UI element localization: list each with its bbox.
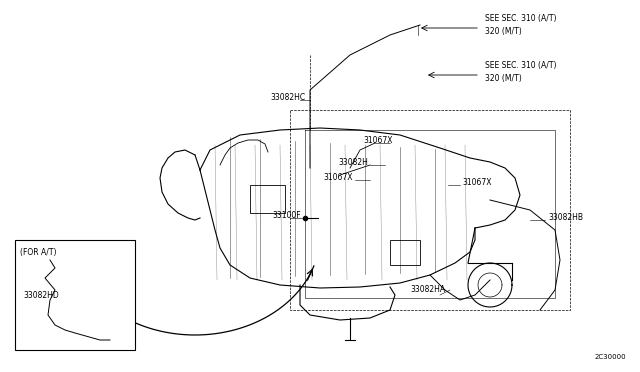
Text: 33082HC: 33082HC [270,93,305,102]
Text: 31067X: 31067X [363,135,392,144]
Bar [15,240,135,350]
Text: SEE SEC. 310 (A/T)
320 (M/T): SEE SEC. 310 (A/T) 320 (M/T) [485,14,557,36]
Bar [390,240,420,265]
Text: (FOR A/T): (FOR A/T) [20,248,56,257]
Text: 31067X: 31067X [323,173,353,182]
Text: 33082H: 33082H [338,157,368,167]
Text: 2C30000: 2C30000 [595,354,627,360]
Text: SEE SEC. 310 (A/T)
320 (M/T): SEE SEC. 310 (A/T) 320 (M/T) [485,61,557,83]
Text: 33082HA: 33082HA [410,285,445,295]
Text: 33082HB: 33082HB [548,212,583,221]
Text: 31067X: 31067X [462,177,492,186]
Bar [250,185,285,213]
Text: 33100F: 33100F [272,211,301,219]
Text: 33082HD: 33082HD [23,291,59,299]
